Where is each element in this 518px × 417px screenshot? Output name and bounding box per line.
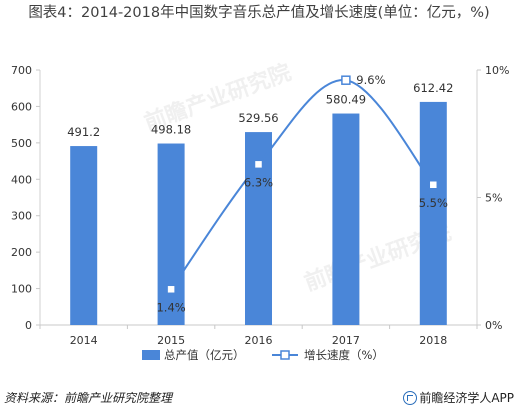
y-left-tick-label: 400 <box>11 173 32 186</box>
legend-line-label: 增长速度（%） <box>304 348 384 362</box>
y-left-tick-label: 0 <box>25 319 32 332</box>
bar-value-label: 580.49 <box>326 93 366 107</box>
brand-logo-icon <box>403 390 418 405</box>
y-left-tick-label: 300 <box>11 210 32 223</box>
bar <box>419 101 447 325</box>
source-bar: 资料来源：前瞻产业研究院整理 前瞻经济学人APP <box>4 387 514 407</box>
x-tick-label: 2017 <box>332 334 360 347</box>
x-tick-label: 2015 <box>157 334 185 347</box>
y-left-tick-label: 100 <box>11 283 32 296</box>
bar <box>70 146 98 325</box>
bar-value-label: 498.18 <box>151 123 191 137</box>
bar <box>245 132 272 325</box>
y-right-tick-label: 0% <box>485 319 502 332</box>
growth-marker <box>167 286 175 293</box>
growth-value-label: 5.5% <box>419 196 448 210</box>
bar-value-label: 529.56 <box>238 111 278 125</box>
bar-value-label: 612.42 <box>413 81 453 95</box>
y-left-tick-label: 600 <box>11 100 32 113</box>
y-left-tick-label: 700 <box>11 64 32 77</box>
brand-name: 前瞻经济学人APP <box>419 391 514 405</box>
y-right-tick-label: 10% <box>485 64 509 77</box>
x-tick-label: 2018 <box>419 334 447 347</box>
brand: 前瞻经济学人APP <box>403 389 514 406</box>
y-left-tick-label: 200 <box>11 246 32 259</box>
growth-line <box>170 79 435 290</box>
legend-bar-swatch <box>142 350 160 360</box>
y-right-tick-label: 5% <box>485 192 502 205</box>
growth-marker <box>430 181 437 188</box>
legend-line-marker <box>280 350 290 360</box>
y-left-tick-label: 500 <box>11 137 32 150</box>
growth-value-label: 1.4% <box>156 300 185 314</box>
legend-bar-label: 总产值（亿元） <box>164 348 245 362</box>
bar-value-label: 491.2 <box>67 125 100 139</box>
growth-marker <box>255 161 262 168</box>
x-tick-label: 2016 <box>245 334 273 347</box>
x-tick-label: 2014 <box>70 334 98 347</box>
chart-title: 图表4：2014-2018年中国数字音乐总产值及增长速度(单位：亿元，%) <box>28 5 490 21</box>
growth-marker <box>341 75 351 85</box>
bar <box>332 113 360 325</box>
bar <box>157 143 185 325</box>
growth-value-label: 6.3% <box>244 175 273 189</box>
growth-value-label: 9.6% <box>356 73 385 87</box>
source-note: 资料来源：前瞻产业研究院整理 <box>4 391 173 405</box>
